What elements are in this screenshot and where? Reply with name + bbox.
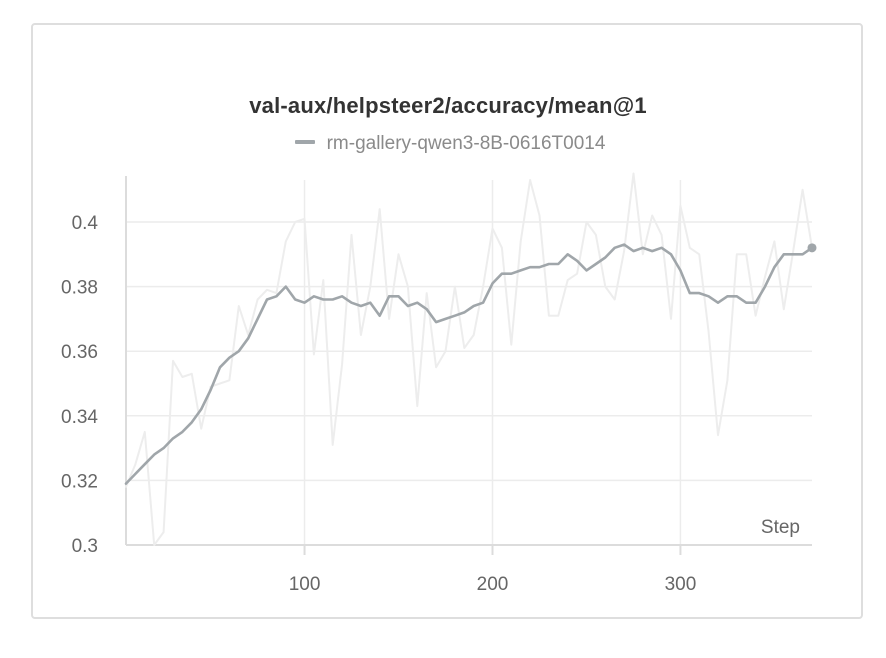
- axes: [125, 176, 812, 555]
- smoothed-series-line: [124, 243, 814, 485]
- legend-label: rm-gallery-qwen3-8B-0616T0014: [326, 133, 606, 154]
- y-tick-label: 0.34: [61, 407, 98, 428]
- x-tick-label: 200: [477, 574, 509, 595]
- grid-lines: [126, 180, 812, 545]
- y-tick-label: 0.38: [61, 278, 98, 299]
- x-tick-label: 300: [665, 574, 697, 595]
- x-tick-label: 100: [289, 574, 321, 595]
- raw-series-line: [125, 172, 813, 546]
- y-tick-label: 0.3: [72, 536, 98, 557]
- chart-legend[interactable]: rm-gallery-qwen3-8B-0616T0014: [0, 133, 886, 155]
- chart-title: val-aux/helpsteer2/accuracy/mean@1: [249, 93, 647, 118]
- y-tick-label: 0.4: [72, 213, 99, 234]
- legend-swatch: [294, 139, 315, 144]
- series-group: [124, 172, 817, 546]
- x-axis-label: Step: [761, 517, 800, 538]
- y-tick-label: 0.36: [61, 342, 98, 363]
- chart-panel: [31, 23, 863, 619]
- y-tick-label: 0.32: [61, 471, 98, 492]
- last-point-marker: [807, 243, 817, 253]
- tick-labels: 0.3 0.32 0.34 0.36 0.38 0.4 100 200 300: [61, 213, 696, 595]
